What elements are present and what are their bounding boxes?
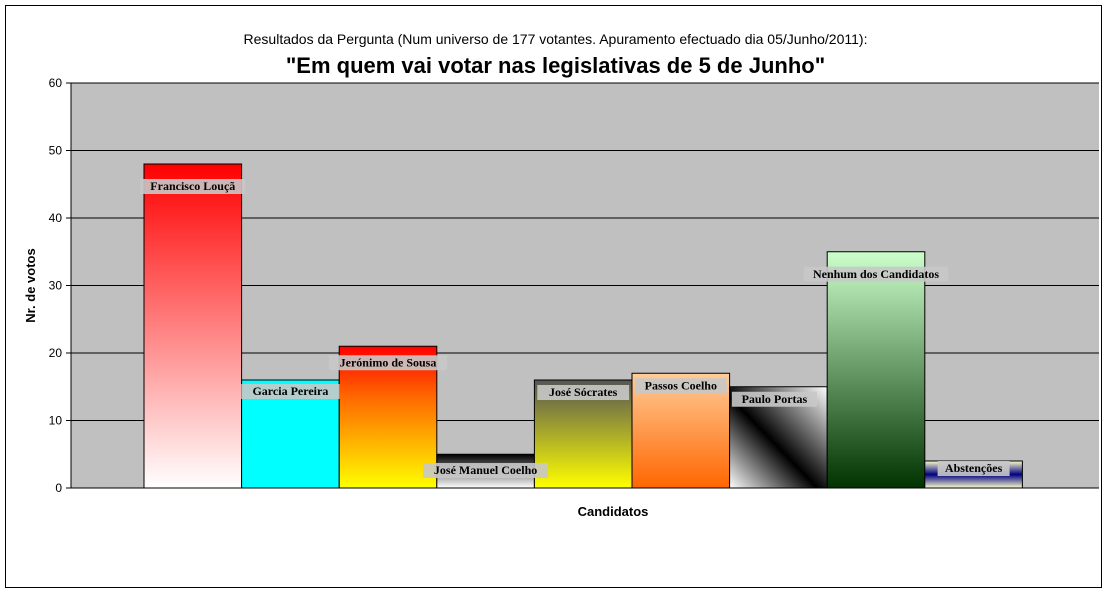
chart-subtitle: Resultados da Pergunta (Num universo de …: [243, 31, 868, 47]
bar-label-bg: [634, 378, 727, 394]
bar-label: Garcia Pereira: [252, 384, 328, 398]
bar-label-bg: [423, 463, 548, 478]
bar-label: José Manuel Coelho: [434, 463, 537, 477]
bar: [143, 163, 243, 489]
y-tick-label: 60: [49, 76, 63, 90]
y-tick-label: 30: [49, 279, 63, 293]
bar-label-bg: [731, 391, 817, 407]
bar-label-bg: [241, 384, 340, 399]
bar-label: Nenhum dos Candidatos: [813, 267, 939, 281]
bar-label-bg: [937, 461, 1010, 476]
bar-label-bg: [140, 179, 246, 194]
y-tick-labels: 0 10 20 30 40 50 60: [49, 76, 63, 495]
bar-label: Paulo Portas: [742, 392, 808, 406]
bar-label: José Sócrates: [549, 385, 618, 399]
bar: [826, 251, 926, 489]
y-tick-label: 20: [49, 346, 63, 360]
y-tick-label: 50: [49, 144, 63, 158]
bar-label-bg: [537, 385, 630, 400]
y-axis-title: Nr. de votos: [23, 248, 38, 322]
chart-title: "Em quem vai votar nas legislativas de 5…: [285, 53, 826, 78]
bar-label-bg: [328, 355, 448, 371]
y-tick-label: 40: [49, 211, 63, 225]
bar-label: Passos Coelho: [645, 378, 717, 392]
bar-label: Francisco Louçã: [150, 179, 235, 193]
bar-label: Jerónimo de Sousa: [340, 355, 437, 369]
bar-label: Abstenções: [945, 461, 1003, 475]
bar-labels: Francisco Louçã Garcia Pereira Jerónimo de…: [140, 179, 1010, 478]
bar-label-bg: [803, 266, 949, 282]
y-tick-label: 0: [55, 481, 62, 495]
x-axis-title: Candidatos: [578, 504, 649, 519]
y-tick-label: 10: [49, 414, 63, 428]
axes: [66, 82, 1099, 489]
